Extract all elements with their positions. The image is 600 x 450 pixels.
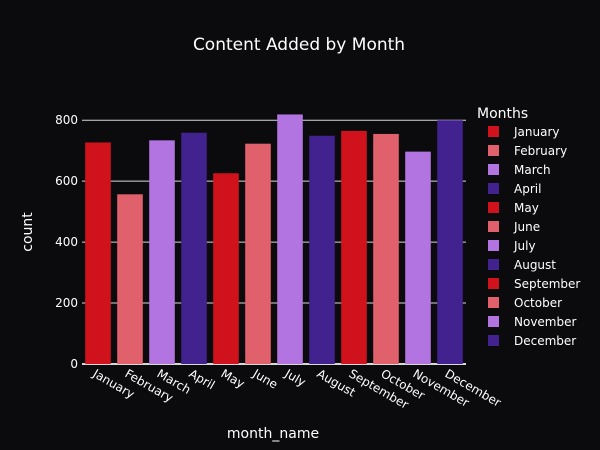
bar-september[interactable] [341, 130, 367, 364]
bar-december[interactable] [437, 120, 463, 364]
legend-swatch [488, 164, 499, 175]
bar-june[interactable] [245, 143, 271, 364]
legend-swatch [488, 240, 499, 251]
legend-items: January February March April May June July Augu… [488, 125, 580, 348]
y-tick-label: 600 [55, 174, 78, 188]
chart-title: Content Added by Month [193, 35, 405, 55]
legend-swatch [488, 259, 499, 270]
bar-august[interactable] [309, 135, 335, 364]
legend-swatch [488, 335, 499, 346]
legend-label: October [514, 296, 562, 310]
legend-swatch [488, 221, 499, 232]
y-tick-label: 200 [55, 296, 78, 310]
legend-swatch [488, 145, 499, 156]
legend-swatch [488, 202, 499, 213]
legend-swatch [488, 126, 499, 137]
x-axis-title: month_name [227, 426, 319, 442]
legend: Months JanuaryFebruaryMarchAprilMayJuneJ… [477, 106, 580, 348]
bar-april[interactable] [181, 132, 207, 364]
bar-february[interactable] [117, 194, 143, 364]
legend-swatch [488, 278, 499, 289]
legend-label: July [513, 239, 536, 253]
legend-label: April [514, 182, 541, 196]
bar-november[interactable] [405, 151, 431, 364]
legend-swatch [488, 297, 499, 308]
legend-label: December [514, 334, 576, 348]
bar-january[interactable] [85, 142, 111, 364]
legend-label: March [514, 163, 551, 177]
legend-swatch [488, 316, 499, 327]
legend-label: June [513, 220, 540, 234]
legend-label: May [514, 201, 539, 215]
y-tick-label: 800 [55, 113, 78, 127]
legend-label: February [514, 144, 567, 158]
bar-may[interactable] [213, 173, 239, 364]
y-tick-label: 0 [70, 357, 78, 371]
y-axis-title: count [20, 212, 36, 252]
legend-title: Months [477, 106, 528, 122]
y-tick-label: 400 [55, 235, 78, 249]
bar-july[interactable] [277, 114, 303, 364]
legend-label: August [514, 258, 556, 272]
legend-label: November [514, 315, 576, 329]
y-axis-ticks: 0 200 400 600 800 [55, 113, 78, 371]
bars[interactable] [85, 114, 463, 364]
legend-label: January [513, 125, 560, 139]
legend-swatch [488, 183, 499, 194]
gridlines [82, 119, 466, 365]
legend-label: September [514, 277, 580, 291]
bar-march[interactable] [149, 140, 175, 364]
bar-october[interactable] [373, 133, 399, 364]
